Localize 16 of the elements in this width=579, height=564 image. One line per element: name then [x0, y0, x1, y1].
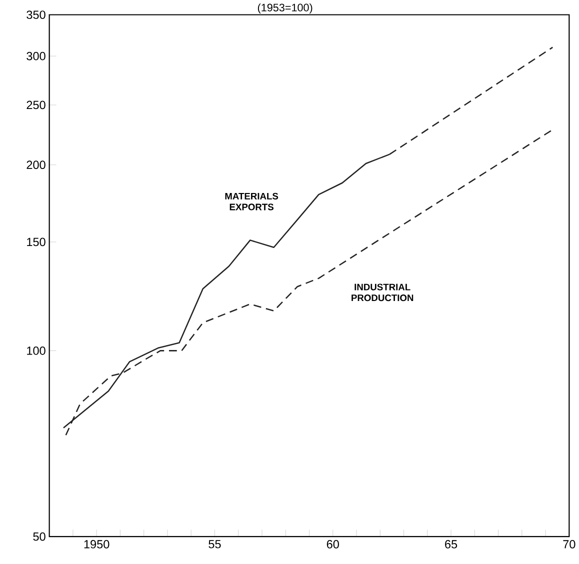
x-tick-label: 65 — [445, 540, 458, 548]
x-tick-label: 1950 — [84, 540, 110, 548]
y-tick-label: 150 — [27, 238, 46, 246]
chart-title: (1953=100) — [258, 3, 312, 14]
text: INDUSTRIAL PRODUCTION — [352, 284, 414, 302]
y-tick-label: 200 — [26, 160, 46, 169]
y-tick-label: 300 — [26, 52, 46, 60]
x-tick-label: 55 — [208, 540, 221, 548]
y-tick-label: 350 — [26, 10, 46, 19]
y-tick-label: 250 — [26, 100, 46, 110]
x-tick-label: 60 — [326, 540, 339, 548]
y-tick-label: 50 — [33, 532, 46, 541]
y-tick-label: 100 — [27, 346, 46, 355]
line-series — [65, 128, 554, 436]
x-tick-label: 70 — [563, 540, 576, 548]
text: MATERIALS EXPORTS — [225, 192, 278, 210]
